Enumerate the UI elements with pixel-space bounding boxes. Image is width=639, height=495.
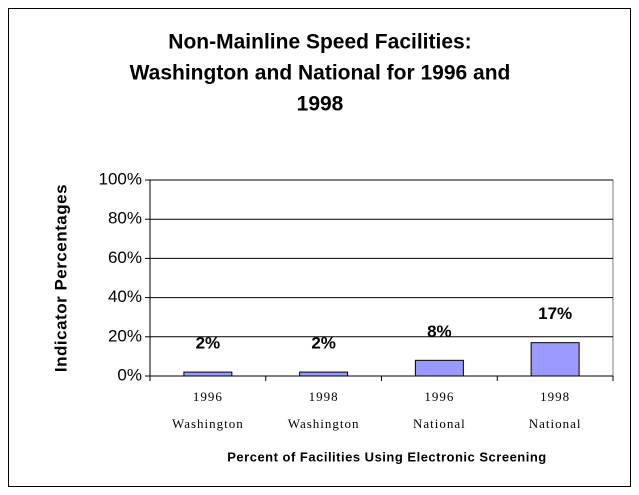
bar — [414, 359, 464, 377]
data-label: 2% — [196, 334, 221, 353]
chart-title: 1998 — [297, 93, 344, 116]
data-label: 17% — [538, 304, 572, 323]
x-axis-title: Percent of Facilities Using Electronic S… — [227, 449, 546, 464]
y-tick-label: 80% — [108, 209, 142, 228]
bar — [299, 371, 349, 377]
x-tick-label: Washington — [288, 416, 360, 431]
bar — [183, 371, 233, 377]
y-tick-label: 100% — [99, 169, 142, 188]
x-tick-label: 1998 — [309, 389, 339, 404]
y-tick-label: 60% — [108, 248, 142, 267]
x-tick-label: National — [413, 416, 466, 431]
data-label: 8% — [427, 322, 452, 341]
x-tick-label: 1996 — [193, 389, 223, 404]
chart-title: Washington and National for 1996 and — [130, 62, 511, 85]
y-tick-label: 20% — [108, 326, 142, 345]
chart-frame — [8, 8, 631, 487]
y-axis-title: Indicator Percentages — [51, 184, 70, 372]
y-tick-label: 0% — [117, 365, 142, 384]
data-label: 2% — [311, 334, 336, 353]
x-tick-label: 1996 — [424, 389, 454, 404]
x-tick-label: National — [529, 416, 582, 431]
x-tick-label: Washington — [172, 416, 244, 431]
y-tick-label: 40% — [108, 287, 142, 306]
bar — [530, 342, 580, 377]
chart-title: Non-Mainline Speed Facilities: — [168, 31, 471, 54]
x-tick-label: 1998 — [540, 389, 570, 404]
